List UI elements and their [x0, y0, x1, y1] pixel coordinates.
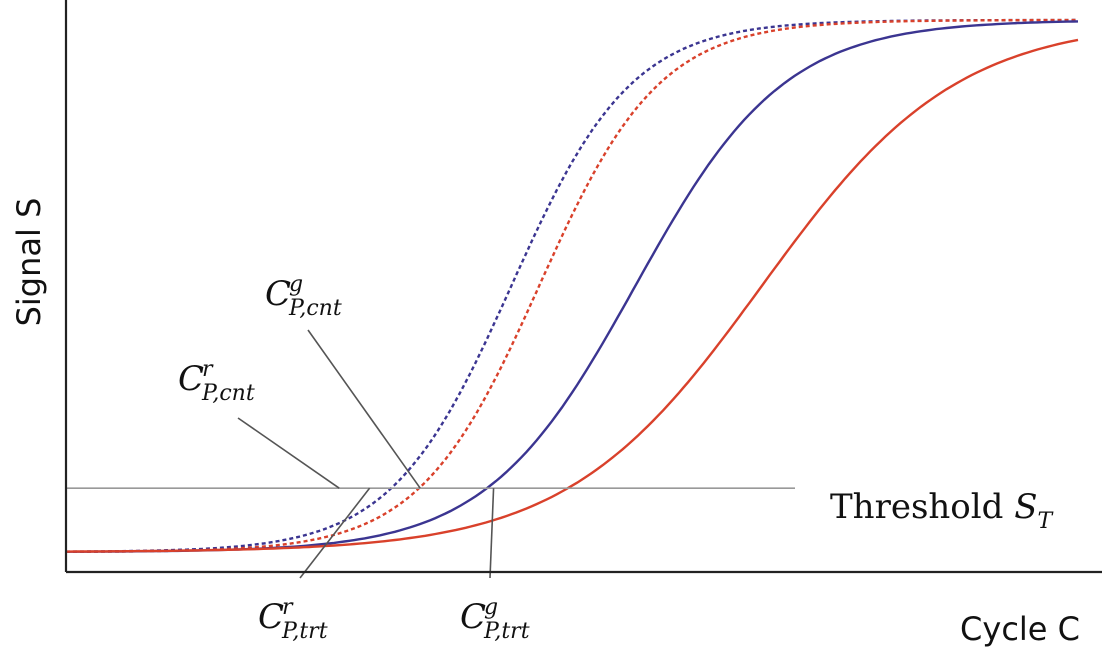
threshold-symbol: S [1014, 487, 1037, 527]
annotation-superscript: r [202, 357, 214, 382]
curves-layer [65, 18, 1079, 553]
curve-4-solid [66, 38, 1079, 553]
curve-1-dashed [65, 18, 1078, 553]
threshold-label-text: Threshold [830, 487, 1014, 527]
annotation-subscript: P,trt [483, 619, 530, 644]
curve-2-dashed [66, 18, 1078, 553]
x-axis-title: Cycle C [960, 610, 1080, 648]
annotation-label-1: Cg P,cnt [265, 272, 342, 321]
annotation-superscript: r [282, 595, 294, 620]
annotation-subscript: P,trt [281, 619, 328, 644]
annotation-subscript: P,cnt [201, 381, 255, 406]
annotation-label-4: Cg P,trt [460, 595, 530, 644]
annotation-label-2: Cr P,cnt [178, 357, 255, 406]
annotation-base: C [178, 359, 204, 399]
annotation-superscript: g [289, 272, 303, 297]
annotation-leader-1 [307, 329, 421, 489]
annotation-subscript: P,cnt [288, 296, 342, 321]
leaders-layer [237, 329, 495, 579]
curve-3-solid [66, 20, 1079, 553]
y-axis-title: Signal S [10, 198, 48, 327]
annotation-superscript: g [484, 595, 498, 620]
annotation-leader-2 [237, 417, 340, 489]
threshold-subscript: T [1038, 509, 1055, 534]
annotation-base: C [258, 597, 284, 637]
annotation-label-3: Cr P,trt [258, 595, 328, 644]
annotation-base: C [265, 274, 291, 314]
annotation-leader-3 [299, 487, 371, 579]
annotation-base: C [460, 597, 486, 637]
threshold-label: Threshold ST [830, 487, 1055, 534]
annotation-leader-4 [489, 488, 495, 579]
